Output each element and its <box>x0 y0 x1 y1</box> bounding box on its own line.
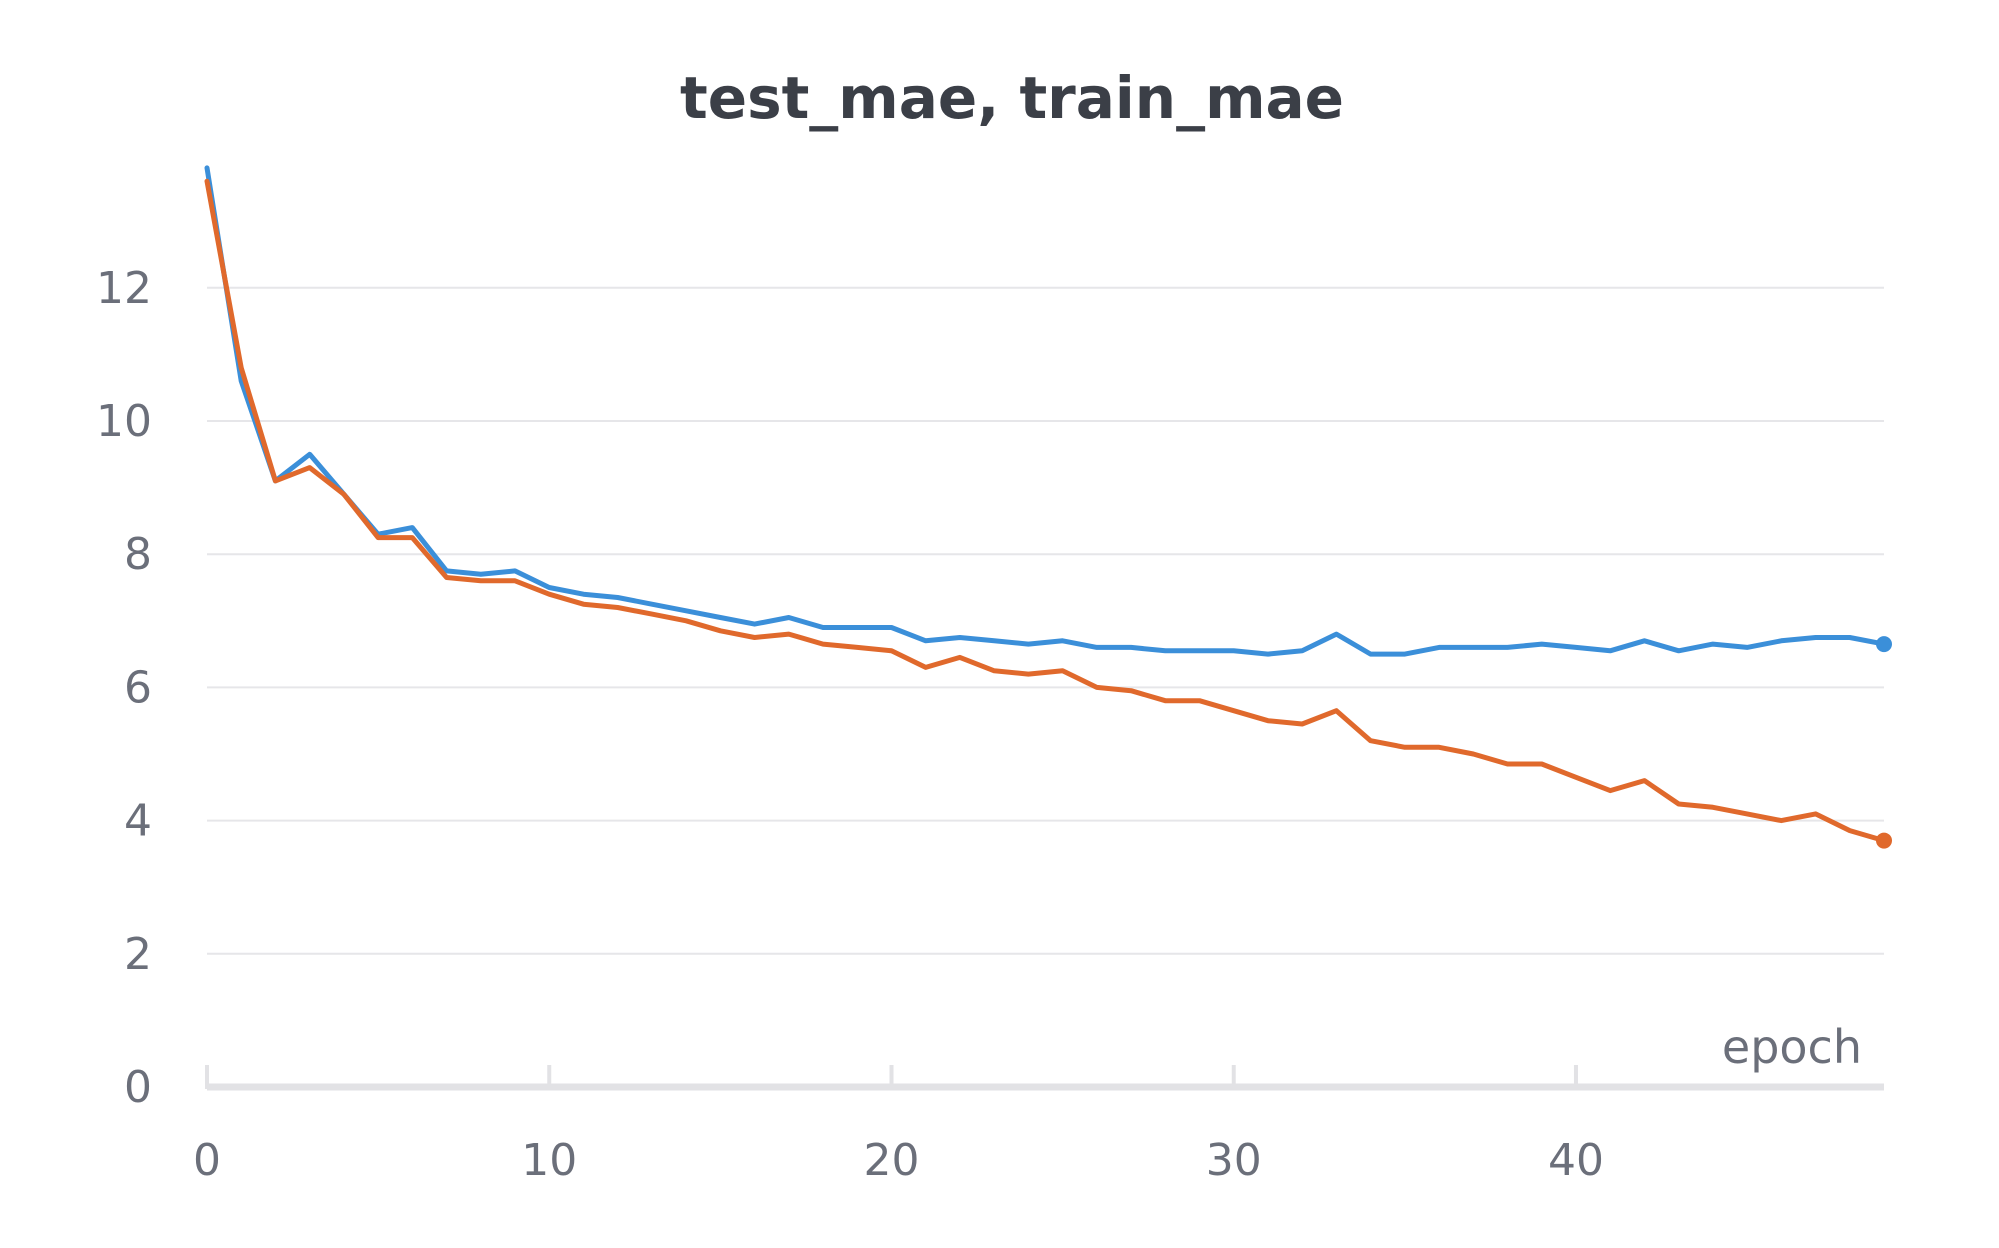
y-tick-label: 6 <box>124 662 152 713</box>
y-tick-label: 4 <box>124 796 152 847</box>
y-tick-label: 2 <box>124 929 152 980</box>
series-layer <box>204 165 1892 849</box>
grid-lines <box>207 286 1884 955</box>
series-line-2 <box>204 178 1887 844</box>
series-line-1 <box>204 165 1887 657</box>
series-end-marker-1 <box>1876 636 1892 653</box>
x-tick-label: 40 <box>1548 1135 1604 1186</box>
x-tick-label: 30 <box>1206 1135 1262 1186</box>
y-tick-label: 0 <box>124 1062 152 1113</box>
y-tick-label: 10 <box>96 396 152 447</box>
x-tick-label: 10 <box>521 1135 577 1186</box>
y-tick-label: 12 <box>96 263 152 314</box>
x-axis: 0 10 20 30 40 <box>193 1065 1884 1186</box>
x-axis-label: epoch <box>1722 1020 1862 1074</box>
series-end-marker-2 <box>1876 832 1892 849</box>
y-tick-label: 8 <box>124 529 152 580</box>
chart-title: test_mae, train_mae <box>680 64 1344 132</box>
x-tick-label: 0 <box>193 1135 221 1186</box>
y-axis-ticks: 0 2 4 6 8 10 12 <box>96 263 152 1113</box>
x-tick-label: 20 <box>863 1135 919 1186</box>
